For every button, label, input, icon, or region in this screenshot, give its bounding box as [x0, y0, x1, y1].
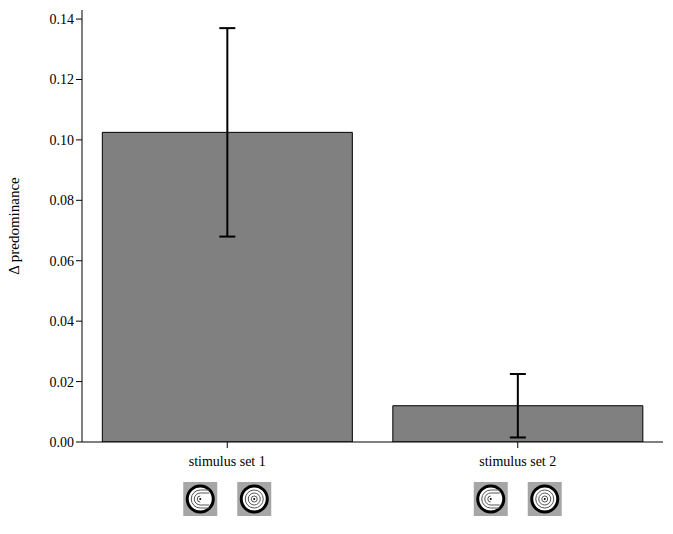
- svg-text:0.10: 0.10: [50, 133, 75, 148]
- svg-text:0.08: 0.08: [50, 193, 75, 208]
- svg-text:Δ predominance: Δ predominance: [6, 177, 22, 275]
- svg-text:0.00: 0.00: [50, 435, 75, 450]
- svg-text:0.12: 0.12: [50, 72, 75, 87]
- svg-text:0.04: 0.04: [50, 314, 75, 329]
- svg-text:0.02: 0.02: [50, 375, 75, 390]
- svg-text:0.14: 0.14: [50, 12, 75, 27]
- svg-text:stimulus set 1: stimulus set 1: [189, 454, 266, 469]
- svg-text:0.06: 0.06: [50, 254, 75, 269]
- svg-text:stimulus set 2: stimulus set 2: [479, 454, 556, 469]
